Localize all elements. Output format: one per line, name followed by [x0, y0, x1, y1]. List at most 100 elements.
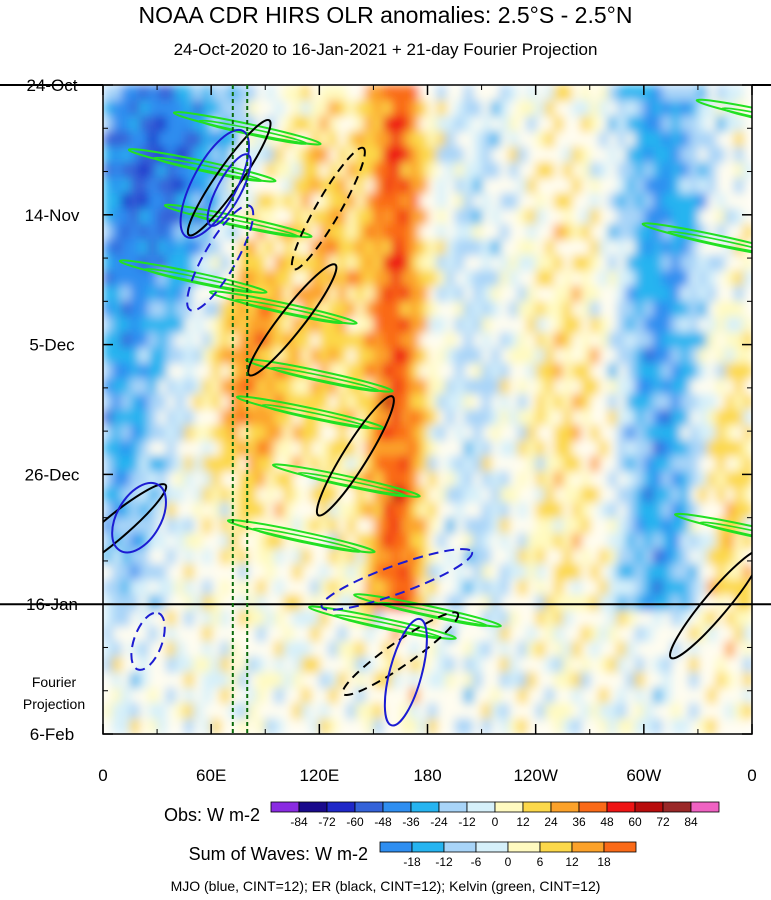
field-cell	[526, 440, 537, 457]
field-cell	[229, 224, 239, 241]
field-cell	[571, 579, 582, 596]
field-cell	[499, 672, 510, 689]
field-cell	[121, 455, 131, 472]
field-cell	[499, 193, 510, 210]
field-cell	[346, 440, 356, 457]
field-cell	[184, 146, 194, 163]
field-cell	[319, 270, 329, 287]
field-cell	[688, 455, 699, 472]
field-cell	[337, 162, 347, 179]
field-cell	[292, 548, 302, 565]
field-cell	[256, 656, 266, 673]
field-cell	[301, 332, 311, 349]
field-cell	[166, 641, 176, 658]
kelvin-contour	[353, 593, 502, 628]
field-cell	[571, 502, 582, 519]
colorbar-label: -48	[374, 815, 392, 829]
field-cell	[580, 594, 591, 611]
field-cell	[670, 332, 681, 349]
field-cell	[148, 193, 158, 210]
field-cell	[238, 316, 248, 333]
field-cell	[346, 548, 356, 565]
field-cell	[589, 193, 600, 210]
field-cell	[634, 548, 645, 565]
field-cell	[427, 301, 438, 318]
field-cell	[238, 564, 248, 581]
field-cell	[553, 224, 564, 241]
field-cell	[364, 579, 374, 596]
field-cell	[355, 115, 365, 132]
field-cell	[634, 131, 645, 148]
field-cell	[454, 100, 465, 117]
field-cell	[265, 672, 275, 689]
field-cell	[418, 162, 429, 179]
field-cell	[517, 332, 528, 349]
field-cell	[652, 146, 663, 163]
field-cell	[472, 486, 483, 503]
mjo-contour	[320, 548, 474, 611]
field-cell	[499, 224, 510, 241]
kelvin-contour	[234, 298, 344, 325]
field-cell	[112, 193, 122, 210]
field-cell	[328, 579, 338, 596]
field-cell	[121, 486, 131, 503]
kelvin-contour	[252, 527, 362, 553]
field-cell	[256, 687, 266, 704]
field-cell	[391, 332, 401, 349]
field-cell	[526, 301, 537, 318]
field-cell	[481, 378, 492, 395]
field-cell	[490, 579, 501, 596]
field-cell	[616, 224, 627, 241]
field-cell	[463, 332, 474, 349]
field-cell	[211, 471, 221, 488]
field-cell	[265, 533, 275, 550]
field-cell	[715, 208, 726, 225]
colorbar-label: -72	[318, 815, 336, 829]
field-cell	[391, 594, 401, 611]
field-cell	[103, 301, 113, 318]
field-cell	[238, 285, 248, 302]
field-cell	[445, 285, 456, 302]
field-cell	[292, 146, 302, 163]
field-cell	[148, 517, 158, 534]
field-cell	[580, 301, 591, 318]
field-cell	[211, 347, 221, 364]
field-cell	[166, 115, 176, 132]
field-cell	[697, 363, 708, 380]
field-cell	[679, 239, 690, 256]
field-cell	[175, 703, 185, 720]
field-cell	[283, 193, 293, 210]
field-cell	[598, 100, 609, 117]
field-cell	[436, 239, 447, 256]
field-cell	[562, 332, 573, 349]
field-cell	[526, 533, 537, 550]
field-cell	[166, 85, 176, 102]
field-cell	[661, 193, 672, 210]
field-cell	[382, 564, 392, 581]
field-cell	[193, 378, 203, 395]
field-cell	[535, 486, 546, 503]
field-cell	[157, 100, 167, 117]
field-cell	[472, 672, 483, 689]
field-cell	[157, 332, 167, 349]
field-cell	[103, 641, 113, 658]
kelvin-contour	[261, 403, 371, 430]
field-cell	[634, 672, 645, 689]
field-cell	[103, 270, 113, 287]
field-cell	[130, 131, 140, 148]
field-cell	[454, 718, 465, 734]
field-cell	[391, 564, 401, 581]
field-cell	[688, 594, 699, 611]
field-cell	[265, 363, 275, 380]
field-cell	[706, 687, 717, 704]
field-cell	[436, 208, 447, 225]
field-cell	[661, 471, 672, 488]
field-cell	[112, 471, 122, 488]
field-cell	[409, 564, 420, 581]
field-cell	[121, 579, 131, 596]
field-cell	[247, 347, 257, 364]
field-cell	[265, 85, 275, 102]
mjo-contour	[111, 481, 167, 554]
field-cell	[743, 533, 752, 550]
field-cell	[553, 301, 564, 318]
